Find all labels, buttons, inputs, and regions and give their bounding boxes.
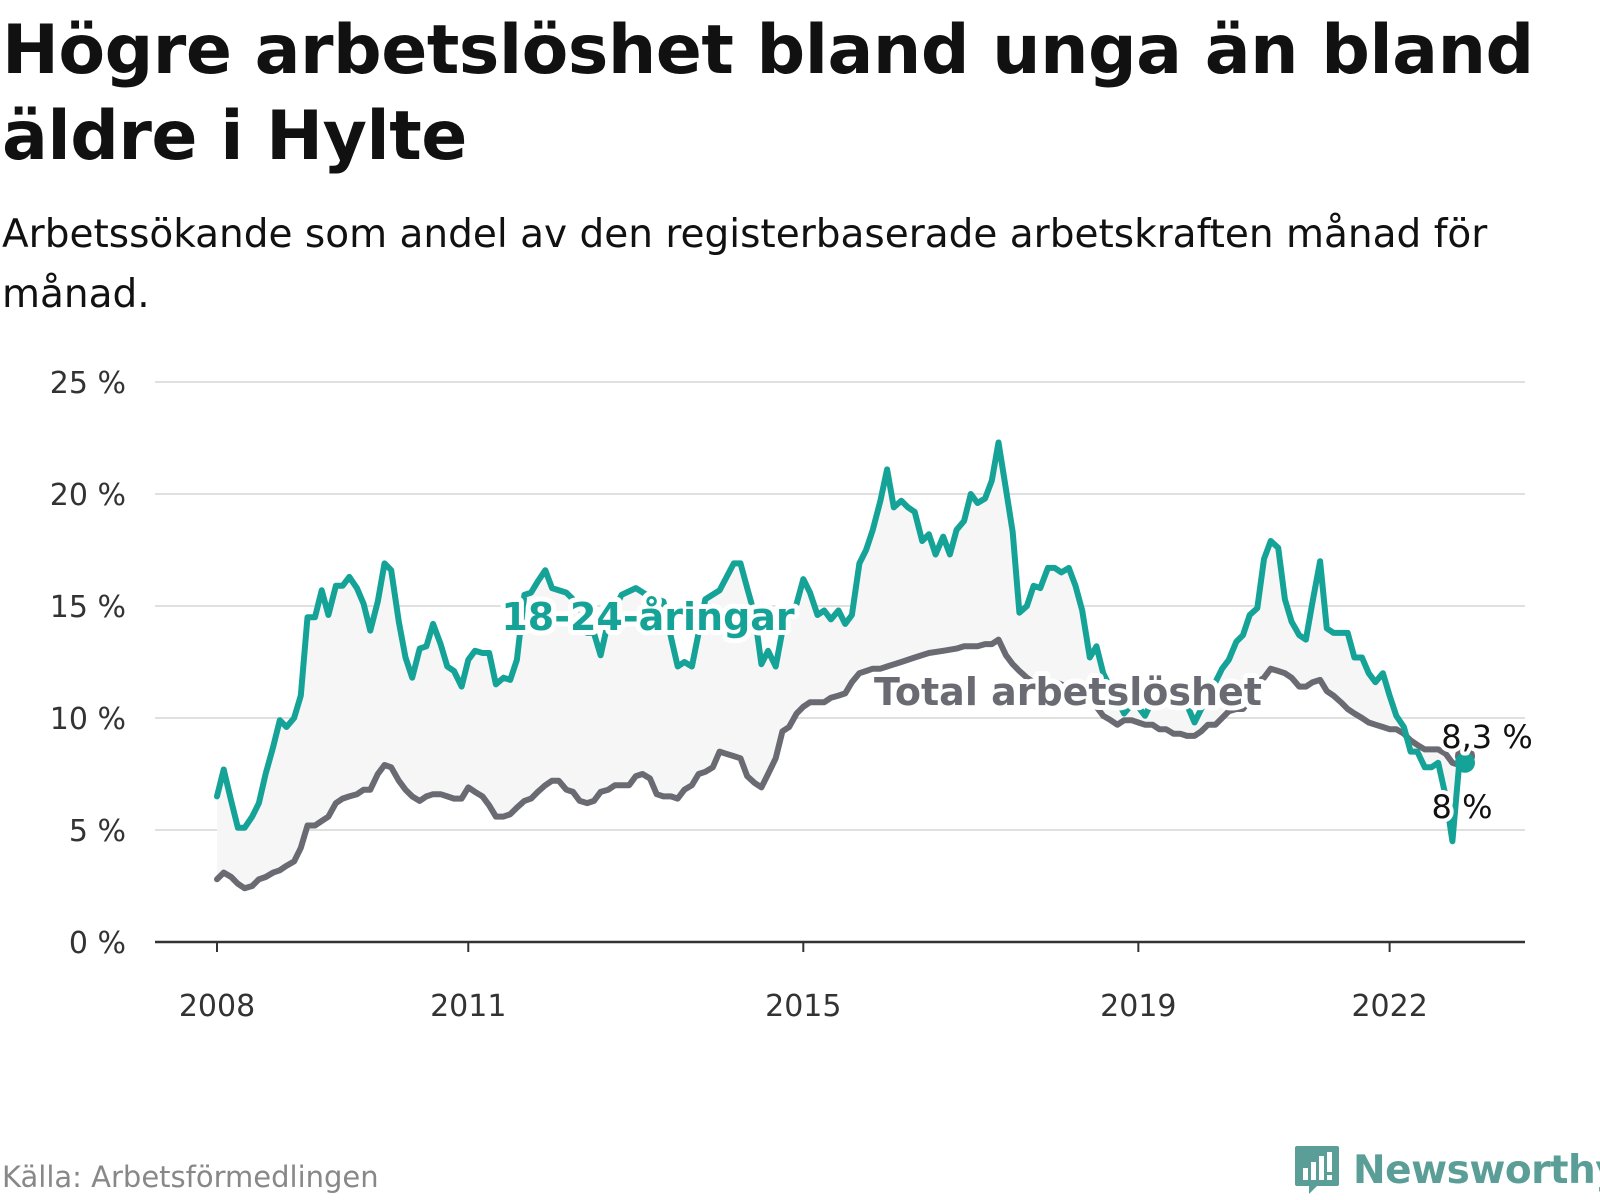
range-band <box>217 442 1465 889</box>
newsworthy-logo-icon <box>1295 1146 1339 1194</box>
x-tick-label: 2019 <box>1100 989 1176 1024</box>
y-tick-label: 10 % <box>50 702 126 737</box>
brand-name: Newsworthy <box>1353 1147 1600 1193</box>
line-chart: 0 % 5 % 10 % 15 % 20 % 25 % 2008 2011 2015 2019 20… <box>49 366 1533 1024</box>
source-note: Källa: Arbetsförmedlingen <box>2 1160 379 1194</box>
end-label-youth: 8 % <box>1432 788 1493 826</box>
x-tick-label: 2008 <box>179 989 255 1024</box>
x-tick-label: 2015 <box>765 989 841 1024</box>
y-tick-label: 0 % <box>69 926 126 961</box>
series-label-total: Total arbetslöshet <box>874 670 1262 714</box>
y-tick-label: 25 % <box>50 366 126 401</box>
y-tick-label: 20 % <box>50 478 126 513</box>
y-tick-label: 15 % <box>50 590 126 625</box>
end-label-total: 8,3 % <box>1441 718 1532 756</box>
series-line-total <box>214 636 1468 892</box>
chart-subtitle: Arbetssökande som andel av den registerb… <box>2 212 1488 317</box>
brand-logo: Newsworthy <box>1293 1140 1600 1200</box>
series-label-youth: 18-24-åringar <box>501 595 795 639</box>
chart-title: Högre arbetslöshet bland unga än bland ä… <box>2 11 1534 176</box>
y-tick-label: 5 % <box>69 814 126 849</box>
x-tick-label: 2011 <box>430 989 506 1024</box>
x-tick-label: 2022 <box>1351 989 1427 1024</box>
series-line-youth <box>214 439 1468 845</box>
end-point-youth <box>1455 752 1475 773</box>
